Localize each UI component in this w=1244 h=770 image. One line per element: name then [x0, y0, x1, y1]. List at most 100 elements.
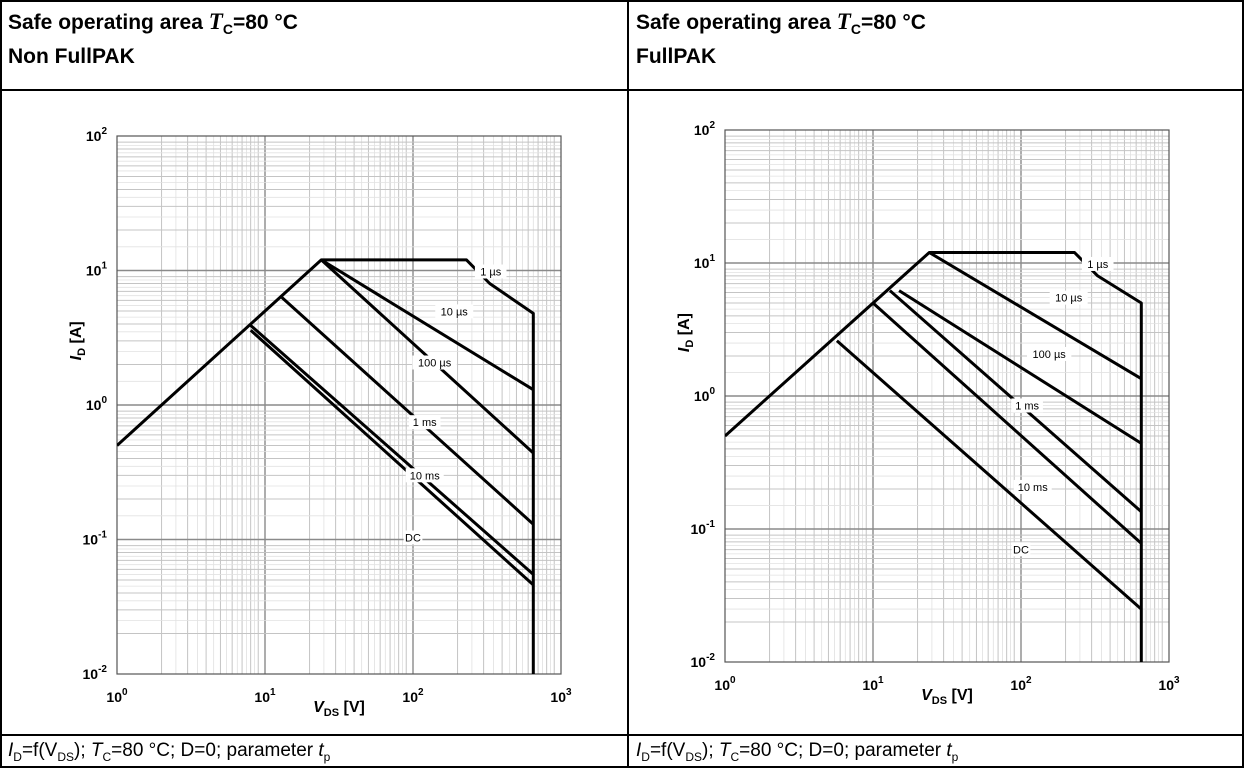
left-caption-tp-sub: p	[323, 749, 331, 764]
left-title-suffix: =80 °C	[232, 11, 298, 34]
x-tick-label: 102	[402, 687, 424, 705]
series-label: 1 µs	[480, 266, 502, 278]
left-caption: ID=f(VDS); TC=80 °C; D=0; parameter tp	[8, 738, 330, 770]
right-panel-title: Safe operating area TC=80 °C FullPAK	[636, 8, 926, 70]
x-tick-label: 101	[862, 675, 884, 693]
series-label: 10 µs	[1055, 293, 1083, 305]
series-label: 100 µs	[1033, 349, 1067, 361]
x-tick-label: 103	[1158, 675, 1180, 693]
plot-frame	[724, 129, 1170, 663]
series-label-bg	[1026, 346, 1072, 361]
series-label: 10 ms	[1018, 482, 1048, 494]
left-caption-v-sub: DS	[57, 749, 74, 764]
left-title-var: T	[208, 9, 223, 34]
grid-lines	[117, 136, 561, 674]
y-axis-label: ID [A]	[676, 313, 696, 352]
right-title-line2: FullPAK	[636, 45, 717, 69]
left-caption-f: =f(V	[21, 740, 58, 761]
series-line	[280, 296, 535, 526]
series-line	[835, 339, 1143, 611]
series-label: DC	[1013, 544, 1029, 556]
table-border-caption	[0, 734, 1244, 736]
table-border-header	[0, 89, 1244, 91]
left-caption-i-sub: D	[13, 749, 22, 764]
table-border-right	[1242, 0, 1244, 768]
series-label-bg	[412, 355, 457, 370]
series-label-bg	[474, 264, 507, 279]
series-line	[871, 301, 1143, 545]
table-border-top	[0, 0, 1244, 2]
right-caption-tp-sub: p	[951, 749, 959, 764]
right-title-sub: C	[850, 21, 861, 38]
series-label-bg	[1011, 398, 1043, 413]
right-caption-f: =f(V	[649, 740, 686, 761]
series-label-bg	[435, 304, 474, 319]
series-label: 10 µs	[441, 306, 469, 318]
series-line	[898, 289, 1143, 445]
series-label-bg	[405, 468, 444, 483]
y-tick-label: 101	[694, 253, 716, 271]
y-tick-label: 102	[86, 126, 108, 144]
series-label: 1 µs	[1087, 259, 1109, 271]
series-label-bg	[1011, 542, 1031, 557]
series-label-bg	[408, 415, 441, 430]
y-tick-label: 10-1	[691, 519, 716, 537]
right-title-suffix: =80 °C	[860, 11, 926, 34]
right-caption-t-sub: C	[730, 749, 740, 764]
table-border-left	[0, 0, 2, 768]
series-label-bg	[403, 530, 423, 545]
left-title-line2: Non FullPAK	[8, 45, 135, 69]
y-tick-label: 102	[694, 120, 716, 138]
table-border-middle	[627, 0, 629, 768]
series-label: 1 ms	[1015, 400, 1039, 412]
right-caption-v-sub: DS	[685, 749, 702, 764]
y-tick-label: 10-2	[83, 664, 108, 682]
series-line	[249, 329, 535, 587]
y-tick-label: 100	[694, 386, 716, 404]
x-tick-label: 101	[254, 687, 276, 705]
left-caption-rest: =80 °C; D=0; parameter	[111, 740, 319, 761]
left-caption-t: T	[90, 740, 103, 761]
table-border-bottom	[0, 766, 1244, 768]
left-title-prefix: Safe operating area	[8, 11, 209, 34]
left-caption-mid: );	[74, 740, 91, 761]
y-tick-label: 10-1	[83, 530, 108, 548]
y-tick-label: 10-2	[691, 652, 716, 670]
series-group	[725, 251, 1143, 662]
grid-lines	[725, 130, 1169, 662]
series-group	[117, 258, 535, 674]
right-caption-tp: t	[946, 740, 952, 761]
series-label: DC	[405, 533, 421, 545]
right-caption: ID=f(VDS); TC=80 °C; D=0; parameter tp	[636, 738, 958, 770]
x-tick-label: 100	[106, 687, 128, 705]
left-panel-title: Safe operating area TC=80 °C Non FullPAK	[8, 8, 298, 70]
right-title-var: T	[836, 9, 851, 34]
series-label: 10 ms	[410, 470, 440, 482]
x-axis-label: VDS [V]	[313, 699, 365, 719]
series-label-bg	[1081, 256, 1114, 271]
right-caption-rest: =80 °C; D=0; parameter	[739, 740, 947, 761]
right-title-prefix: Safe operating area	[636, 11, 837, 34]
left-caption-i: I	[8, 740, 14, 761]
plot-frame	[116, 135, 562, 675]
series-label: 1 ms	[413, 417, 437, 429]
left-caption-tp: t	[318, 740, 324, 761]
series-label-bg	[1013, 479, 1052, 494]
y-axis-label: ID [A]	[68, 321, 88, 360]
series-label-bg	[1049, 290, 1088, 305]
series-line	[928, 251, 1143, 380]
right-caption-i: I	[636, 740, 642, 761]
series-line	[249, 324, 535, 576]
x-tick-label: 100	[714, 675, 736, 693]
x-tick-label: 103	[550, 687, 572, 705]
x-axis-label: VDS [V]	[921, 687, 973, 707]
left-soa-chart: 100 101 102 103 10-2 10-1 100 101 102 VDS [V] ID […	[68, 126, 572, 719]
y-tick-label: 101	[86, 261, 108, 279]
right-caption-t: T	[718, 740, 731, 761]
series-label: 100 µs	[418, 358, 452, 370]
y-tick-label: 100	[86, 395, 108, 413]
left-title-sub: C	[222, 21, 233, 38]
x-tick-label: 102	[1010, 675, 1032, 693]
right-caption-mid: );	[702, 740, 719, 761]
right-caption-i-sub: D	[641, 749, 650, 764]
